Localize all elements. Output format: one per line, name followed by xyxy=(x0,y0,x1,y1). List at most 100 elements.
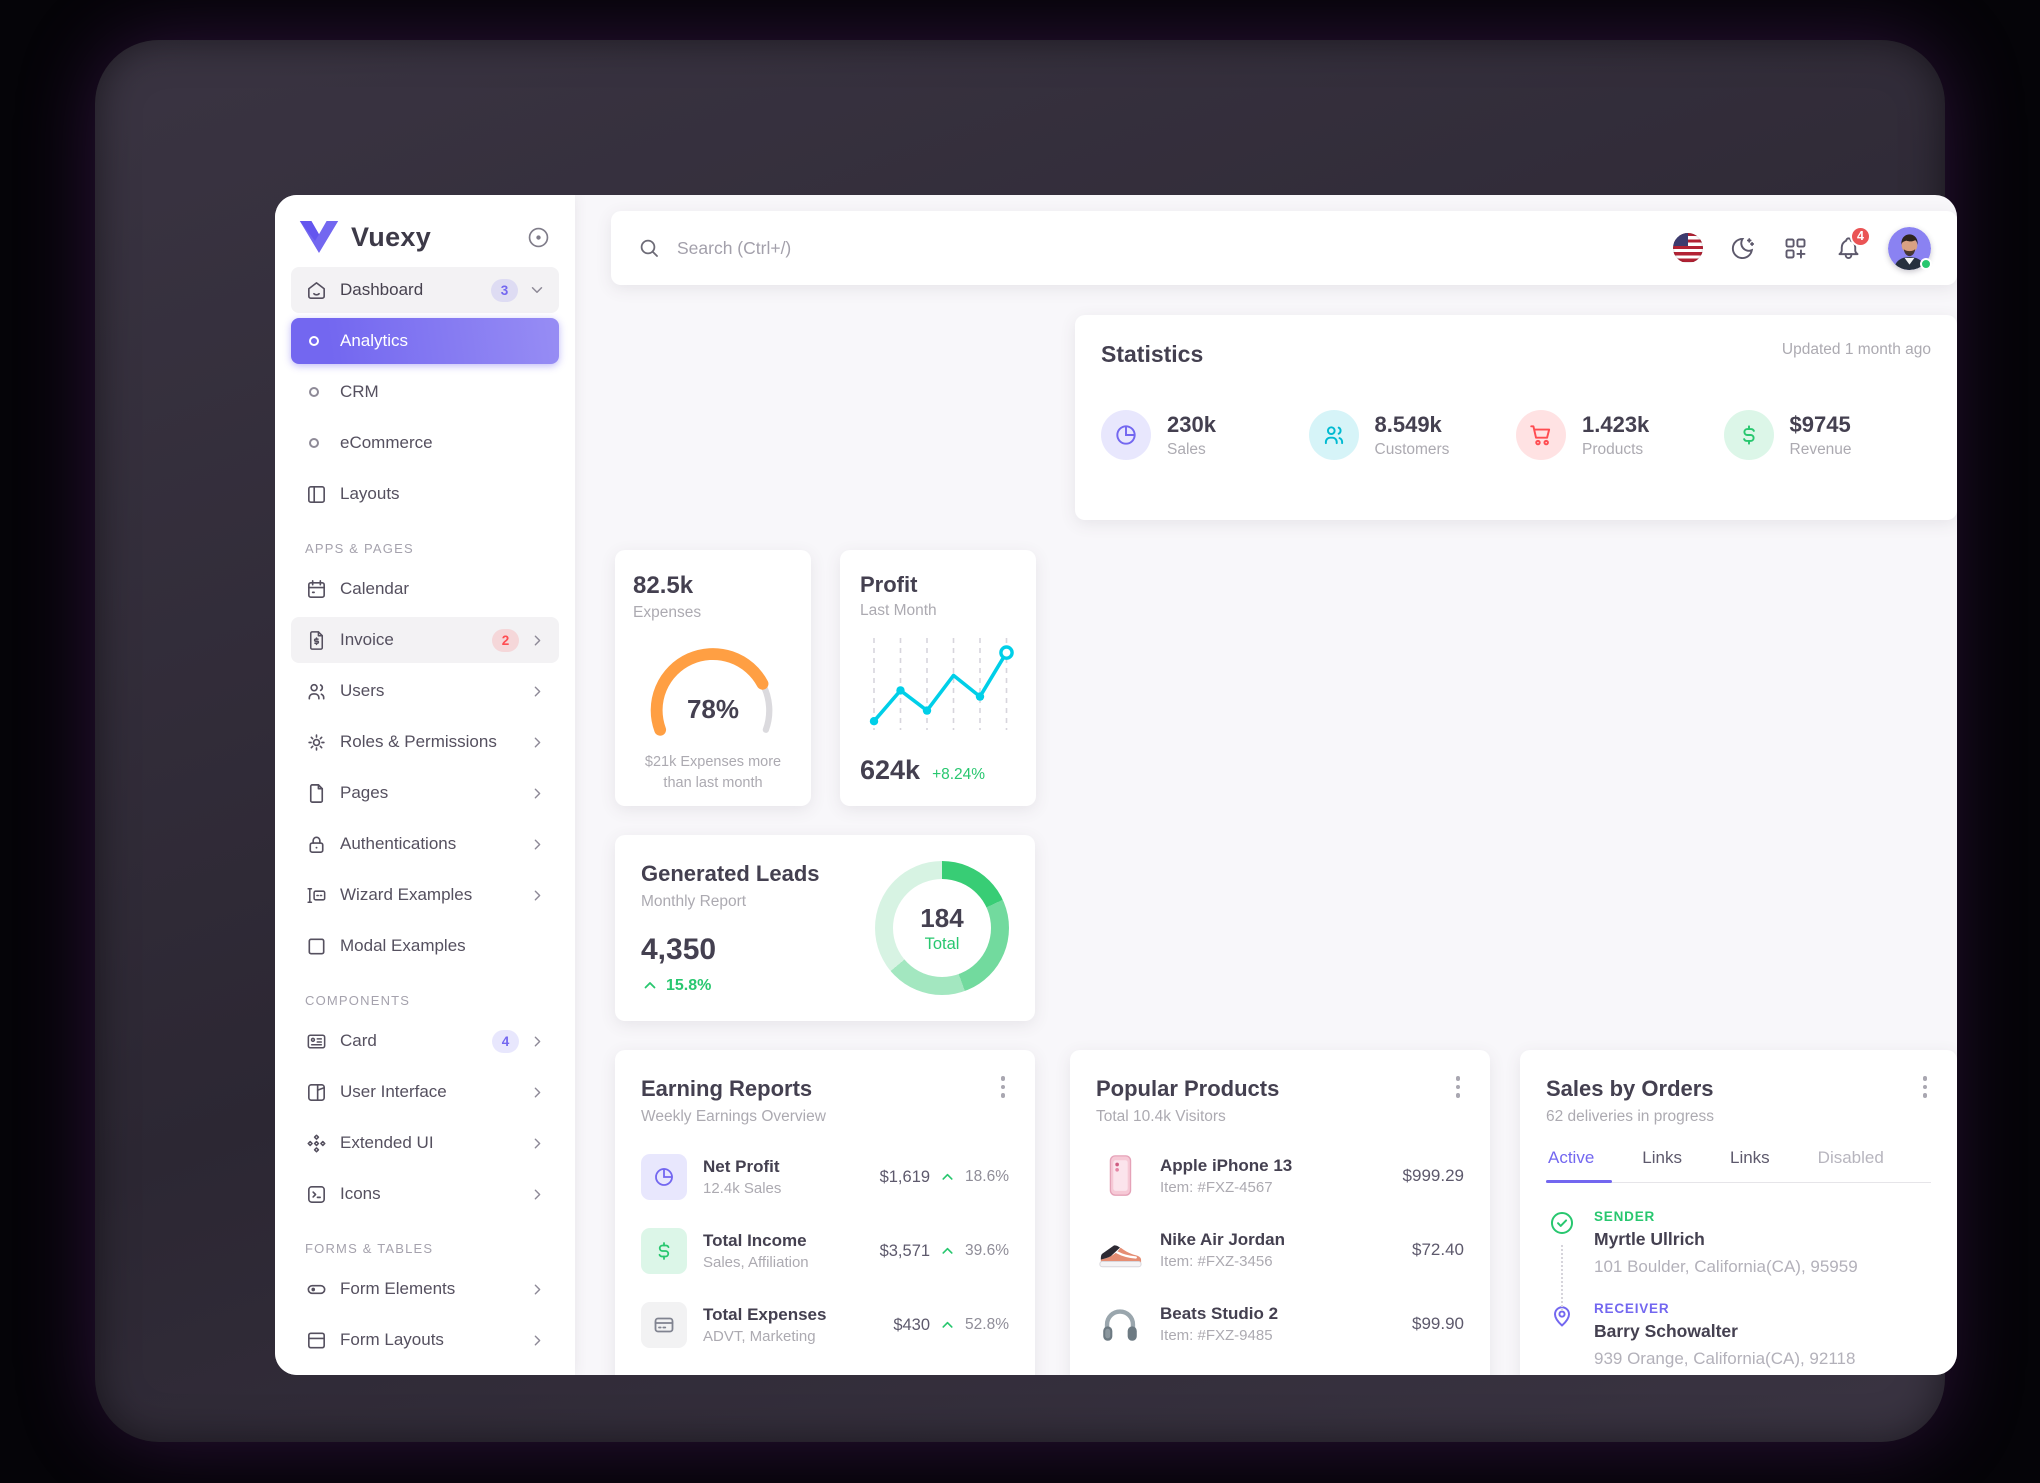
terminal-icon xyxy=(304,1182,328,1206)
leads-delta-value: 15.8% xyxy=(666,977,712,994)
card-subtitle: Total 10.4k Visitors xyxy=(1096,1108,1226,1125)
sidebar-item-label: Modal Examples xyxy=(340,936,466,955)
card-title: Statistics xyxy=(1101,341,1204,367)
card-subtitle: Weekly Earnings Overview xyxy=(641,1108,826,1125)
expenses-card: 82.5k Expenses 78% $21k Expenses more th… xyxy=(615,550,811,806)
chevron-right-icon xyxy=(529,887,546,904)
sender-label: SENDER xyxy=(1594,1209,1656,1224)
chevron-down-icon xyxy=(528,281,546,299)
chevron-right-icon xyxy=(529,1033,546,1050)
section-header: FORMS & TABLES xyxy=(305,1241,434,1256)
sidebar-item-wizard-examples[interactable]: Wizard Examples xyxy=(291,872,559,918)
profit-card: Profit Last Month 624k +8.24% xyxy=(840,550,1036,806)
tab-links-1[interactable]: Links xyxy=(1642,1148,1682,1167)
tab-active[interactable]: Active xyxy=(1546,1148,1618,1183)
grid-plus-icon xyxy=(1785,238,1806,258)
sidebar-item-form-layouts[interactable]: Form Layouts xyxy=(291,1317,559,1363)
more-options-icon[interactable] xyxy=(993,1076,1013,1098)
chevron-right-icon xyxy=(529,836,546,853)
chevron-right-icon xyxy=(529,785,546,802)
profit-value: 624k xyxy=(860,755,921,785)
wizard-icon xyxy=(304,883,328,907)
users-icon xyxy=(1308,410,1359,460)
language-flag-button[interactable] xyxy=(1673,233,1703,263)
sidebar-item-users[interactable]: Users xyxy=(291,668,559,714)
sidebar-item-card[interactable]: Card 4 xyxy=(291,1018,559,1064)
stat-customers: 8.549k Customers xyxy=(1308,410,1517,460)
sidebar-item-crm[interactable]: CRM xyxy=(291,369,559,415)
moon-stars-icon xyxy=(1731,237,1755,259)
search xyxy=(637,236,1673,260)
sidebar-item-ecommerce[interactable]: eCommerce xyxy=(291,420,559,466)
dollar-icon xyxy=(1723,410,1774,460)
expenses-label: Expenses xyxy=(633,604,702,621)
sidebar-item-roles-permissions[interactable]: Roles & Permissions xyxy=(291,719,559,765)
receiver-label: RECEIVER xyxy=(1594,1301,1670,1316)
badge: 4 xyxy=(492,1029,519,1053)
invoice-icon xyxy=(304,628,328,652)
sidebar-item-label: Layouts xyxy=(340,484,400,503)
toggle-icon xyxy=(304,1277,328,1301)
sidebar-item-label: Invoice xyxy=(340,630,394,649)
more-options-icon[interactable] xyxy=(1915,1076,1935,1098)
earning-row-total-income: Total Income Sales, Affiliation $3,571 39… xyxy=(641,1228,1009,1274)
sidebar-item-label: Icons xyxy=(340,1184,381,1203)
card-subtitle: 62 deliveries in progress xyxy=(1546,1108,1715,1125)
vuexy-logo-icon xyxy=(299,221,339,253)
stat-value: $9745 xyxy=(1789,411,1851,437)
sidebar-item-user-interface[interactable]: User Interface xyxy=(291,1069,559,1115)
earning-row-net-profit: Net Profit 12.4k Sales $1,619 18.6% xyxy=(641,1154,1009,1200)
calendar-icon xyxy=(304,577,328,601)
square-icon xyxy=(304,934,328,958)
us-flag-icon xyxy=(1673,233,1703,263)
search-input[interactable] xyxy=(677,237,1097,259)
sidebar-item-extended-ui[interactable]: Extended UI xyxy=(291,1120,559,1166)
more-options-icon[interactable] xyxy=(1448,1076,1468,1098)
sidebar-item-label: Dashboard xyxy=(340,280,424,299)
section-header: APPS & PAGES xyxy=(305,541,414,556)
chart-pie-icon xyxy=(641,1154,687,1200)
user-avatar[interactable] xyxy=(1888,226,1932,270)
stat-revenue: $9745 Revenue xyxy=(1723,410,1932,460)
product-row-nike: Nike Air Jordan Item: #FXZ-3456 $72.40 xyxy=(1096,1226,1464,1274)
sidebar-item-label: User Interface xyxy=(340,1082,447,1101)
shortcuts-button[interactable] xyxy=(1782,235,1809,262)
profit-line-chart xyxy=(869,638,1014,730)
sender-address: 101 Boulder, California(CA), 95959 xyxy=(1594,1257,1858,1276)
dark-mode-button[interactable] xyxy=(1729,235,1756,262)
sales-by-orders-card: Sales by Orders 62 deliveries in progres… xyxy=(1520,1050,1957,1375)
product-row-iphone: Apple iPhone 13 Item: #FXZ-4567 $999.29 xyxy=(1096,1152,1464,1200)
sidebar-item-icons[interactable]: Icons xyxy=(291,1171,559,1217)
sidebar-item-modal-examples[interactable]: Modal Examples xyxy=(291,923,559,969)
stat-value: 8.549k xyxy=(1374,411,1442,437)
topbar-tools: 4 xyxy=(1673,225,1932,270)
sidebar-item-label: CRM xyxy=(340,382,379,401)
expenses-value: 82.5k xyxy=(633,572,694,599)
trend-up-icon xyxy=(939,1169,956,1186)
sender-name: Myrtle Ullrich xyxy=(1594,1229,1705,1249)
stat-sales: 230k Sales xyxy=(1101,410,1309,460)
sneaker-image xyxy=(1096,1226,1144,1274)
dollar-icon xyxy=(641,1228,687,1274)
sidebar-item-pages[interactable]: Pages xyxy=(291,770,559,816)
timeline-connector xyxy=(1561,1245,1563,1311)
layout-top-icon xyxy=(304,1328,328,1352)
product-price: $99.90 xyxy=(1412,1314,1464,1333)
chart-pie-icon xyxy=(1101,410,1151,460)
sidebar-item-form-elements[interactable]: Form Elements xyxy=(291,1266,559,1312)
sidebar-item-analytics[interactable]: Analytics xyxy=(291,318,559,364)
sidebar-item-label: Users xyxy=(340,681,385,700)
sidebar-item-invoice[interactable]: Invoice 2 xyxy=(291,617,559,663)
sidebar-item-calendar[interactable]: Calendar xyxy=(291,566,559,612)
chevron-right-icon xyxy=(529,1135,546,1152)
sidebar-item-authentications[interactable]: Authentications xyxy=(291,821,559,867)
sidebar-item-dashboard[interactable]: Dashboard 3 xyxy=(291,267,559,313)
sidebar-item-label: Extended UI xyxy=(340,1133,434,1152)
brand-name: Vuexy xyxy=(351,221,432,252)
notifications-button[interactable]: 4 xyxy=(1835,225,1871,262)
record-circle-icon[interactable] xyxy=(526,225,551,250)
donut-total-value: 184 xyxy=(920,902,964,933)
users-icon xyxy=(304,679,328,703)
tab-links-2[interactable]: Links xyxy=(1729,1148,1770,1167)
sidebar-item-layouts[interactable]: Layouts xyxy=(291,471,559,517)
